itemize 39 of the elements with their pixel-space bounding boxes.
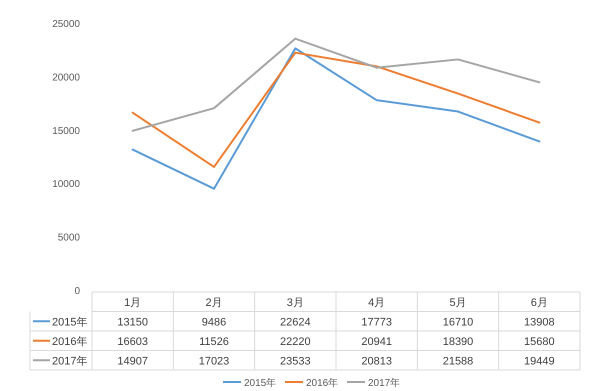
data-label: 16603 xyxy=(117,336,148,348)
y-tick-label: 0 xyxy=(74,286,80,297)
data-label: 15680 xyxy=(524,336,555,348)
data-label: 17023 xyxy=(198,355,230,368)
data-label: 11526 xyxy=(199,336,229,348)
legend-label: 2016年 xyxy=(52,336,88,348)
data-label: 20941 xyxy=(361,336,392,348)
data-label: 22220 xyxy=(280,336,311,348)
data-label: 19449 xyxy=(524,355,555,368)
data-label: 21588 xyxy=(442,355,474,368)
legend-label: 2017年 xyxy=(52,355,88,368)
data-label: 13908 xyxy=(524,316,555,328)
data-label: 16710 xyxy=(442,316,474,328)
line-series xyxy=(132,52,540,168)
x-tick-label: 5月 xyxy=(449,296,467,309)
data-label: 9486 xyxy=(202,316,226,328)
data-label: 20813 xyxy=(361,355,392,368)
data-label: 18390 xyxy=(442,336,474,348)
text: 2017年 xyxy=(368,378,400,389)
x-tick-label: 2月 xyxy=(205,296,223,309)
line-series xyxy=(132,47,540,190)
y-tick-label: 5000 xyxy=(58,232,80,244)
data-label: 13150 xyxy=(117,316,148,328)
x-tick-label: 6月 xyxy=(530,296,548,309)
text: 2015年 xyxy=(244,378,276,389)
y-tick-label: 20000 xyxy=(52,72,80,84)
line-series xyxy=(132,38,540,132)
y-tick-label: 10000 xyxy=(52,179,80,190)
data-label: 23533 xyxy=(280,355,311,368)
data-label: 17773 xyxy=(361,316,392,328)
x-tick-label: 1月 xyxy=(124,296,142,309)
x-tick-label: 3月 xyxy=(286,296,304,309)
x-tick-label: 4月 xyxy=(368,296,386,309)
text: 2016年 xyxy=(306,378,338,389)
data-label: 14907 xyxy=(117,355,148,368)
y-tick-label: 15000 xyxy=(52,126,80,137)
data-label: 22624 xyxy=(280,316,311,328)
y-tick-label: 25000 xyxy=(52,19,80,30)
legend-label: 2015年 xyxy=(52,316,88,328)
